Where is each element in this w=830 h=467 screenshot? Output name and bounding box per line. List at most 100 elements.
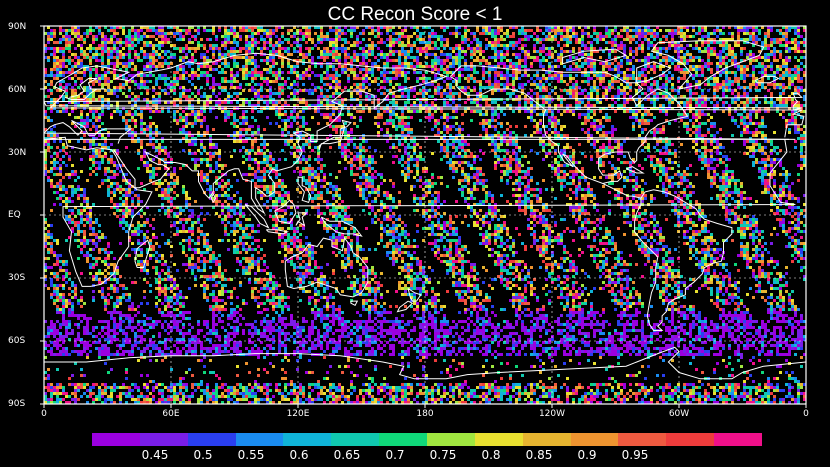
data-point	[770, 101, 773, 104]
data-point	[689, 83, 692, 86]
data-point	[704, 29, 707, 32]
data-point	[119, 44, 122, 47]
data-point	[131, 104, 134, 107]
data-point	[506, 32, 509, 35]
data-point	[182, 92, 185, 95]
data-point	[665, 38, 668, 41]
data-point	[698, 122, 701, 125]
data-point	[782, 86, 785, 89]
data-point	[161, 89, 164, 92]
data-point	[800, 62, 803, 65]
data-point	[395, 113, 398, 116]
data-point	[266, 47, 269, 50]
data-point	[791, 110, 794, 113]
data-point	[212, 128, 215, 131]
data-point	[566, 44, 569, 47]
data-point	[458, 59, 461, 62]
data-point	[218, 65, 221, 68]
data-point	[431, 59, 434, 62]
data-point	[752, 38, 755, 41]
data-point	[53, 77, 56, 80]
data-point	[134, 44, 137, 47]
data-point	[782, 35, 785, 38]
data-point	[278, 26, 281, 29]
data-point	[56, 77, 59, 80]
data-point	[275, 113, 278, 116]
data-point	[224, 47, 227, 50]
data-point	[407, 125, 410, 128]
data-point	[683, 77, 686, 80]
data-point	[368, 50, 371, 53]
data-point	[614, 77, 617, 80]
data-point	[179, 101, 182, 104]
data-point	[92, 38, 95, 41]
data-point	[467, 80, 470, 83]
data-point	[530, 77, 533, 80]
data-point	[65, 89, 68, 92]
data-point	[332, 47, 335, 50]
data-point	[164, 50, 167, 53]
data-point	[512, 74, 515, 77]
data-point	[152, 86, 155, 89]
data-point	[446, 26, 449, 29]
data-point	[212, 77, 215, 80]
data-point	[443, 104, 446, 107]
data-point	[173, 113, 176, 116]
data-point	[404, 74, 407, 77]
data-point	[500, 59, 503, 62]
data-point	[152, 53, 155, 56]
data-point	[392, 32, 395, 35]
data-point	[596, 74, 599, 77]
data-point	[740, 53, 743, 56]
data-point	[356, 83, 359, 86]
data-point	[173, 26, 176, 29]
data-point	[545, 77, 548, 80]
data-point	[671, 77, 674, 80]
data-point	[233, 26, 236, 29]
data-point	[791, 119, 794, 122]
data-point	[548, 77, 551, 80]
data-point	[257, 128, 260, 131]
data-point	[383, 26, 386, 29]
data-point	[749, 59, 752, 62]
data-point	[533, 104, 536, 107]
data-point	[326, 116, 329, 119]
data-point	[233, 86, 236, 89]
data-point	[512, 77, 515, 80]
data-point	[488, 119, 491, 122]
data-point	[731, 83, 734, 86]
data-point	[557, 32, 560, 35]
data-point	[653, 44, 656, 47]
data-point	[191, 71, 194, 74]
data-point	[197, 131, 200, 134]
data-point	[524, 98, 527, 101]
data-point	[710, 53, 713, 56]
data-point	[395, 83, 398, 86]
data-point	[716, 80, 719, 83]
data-point	[488, 56, 491, 59]
data-point	[53, 32, 56, 35]
data-point	[479, 86, 482, 89]
data-point	[209, 98, 212, 101]
data-point	[62, 56, 65, 59]
data-point	[68, 50, 71, 53]
data-point	[653, 65, 656, 68]
data-point	[236, 44, 239, 47]
data-point	[278, 38, 281, 41]
data-point	[251, 68, 254, 71]
data-point	[287, 32, 290, 35]
data-point	[689, 107, 692, 110]
data-point	[497, 107, 500, 110]
data-point	[617, 62, 620, 65]
data-point	[674, 50, 677, 53]
data-point	[266, 56, 269, 59]
data-point	[164, 89, 167, 92]
data-point	[356, 56, 359, 59]
data-point	[401, 32, 404, 35]
data-point	[122, 56, 125, 59]
data-point	[569, 92, 572, 95]
data-point	[428, 113, 431, 116]
data-point	[698, 50, 701, 53]
data-point	[251, 56, 254, 59]
data-point	[422, 65, 425, 68]
